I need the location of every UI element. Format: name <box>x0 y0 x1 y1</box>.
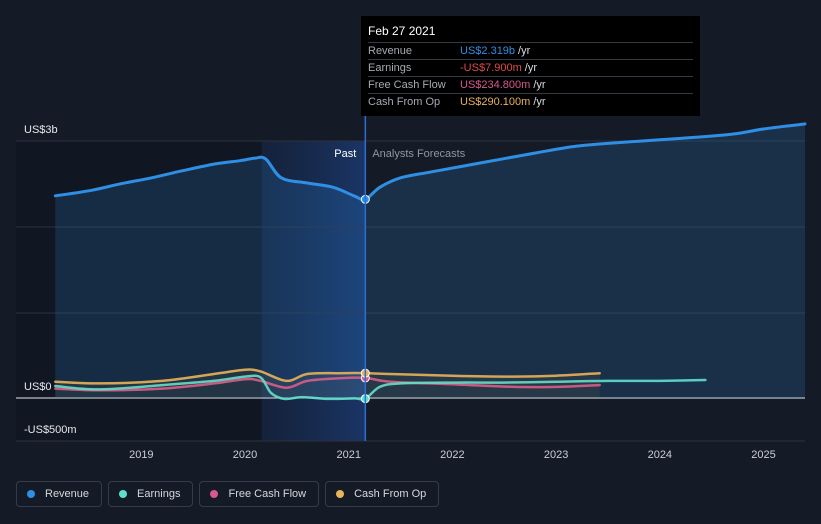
legend-dot-icon <box>336 490 345 498</box>
tooltip-row-revenue: Revenue US$2.319b /yr <box>368 43 693 60</box>
legend-label: Free Cash Flow <box>228 488 307 500</box>
axes: US$3b US$0 -US$500m 2019 2020 2021 2022 2023 202… <box>24 112 776 461</box>
legend: Revenue Earnings Free Cash Flow Cash Fro… <box>16 481 440 507</box>
x-tick-label: 2022 <box>440 449 464 461</box>
tooltip-unit: /yr <box>518 45 531 57</box>
x-tick-label: 2023 <box>544 449 568 461</box>
series-line-free-cash-flow <box>54 376 601 392</box>
x-tick-label: 2025 <box>751 449 775 461</box>
legend-label: Cash From Op <box>354 488 427 500</box>
tooltip-value: -US$7.900m <box>460 62 522 74</box>
tooltip-row-free-cash-flow: Free Cash Flow US$234.800m /yr <box>368 77 693 94</box>
tooltip-label: Free Cash Flow <box>368 79 446 91</box>
tooltip-date: Feb 27 2021 <box>368 24 693 43</box>
series-layer <box>53 122 807 401</box>
tooltip-row-earnings: Earnings -US$7.900m /yr <box>368 60 693 77</box>
legend-item-free-cash-flow[interactable]: Free Cash Flow <box>199 481 320 507</box>
tooltip-label: Cash From Op <box>368 96 441 108</box>
legend-dot-icon <box>210 490 219 498</box>
legend-item-earnings[interactable]: Earnings <box>108 481 194 507</box>
tooltip-value: US$290.100m <box>460 96 531 108</box>
tooltip: Feb 27 2021 Revenue US$2.319b /yr Earnin… <box>361 16 700 116</box>
legend-label: Revenue <box>45 488 90 500</box>
tooltip-label: Earnings <box>368 62 412 74</box>
tooltip-value: US$234.800m <box>460 79 531 91</box>
x-tick-label: 2019 <box>129 449 153 461</box>
x-tick-label: 2024 <box>648 449 672 461</box>
legend-item-revenue[interactable]: Revenue <box>16 481 103 507</box>
y-tick-label: -US$500m <box>24 424 77 436</box>
tooltip-value: US$2.319b <box>460 45 516 57</box>
past-highlight-band <box>261 141 366 441</box>
series-area-cash-from-op <box>55 369 600 398</box>
y-tick-label: US$3b <box>24 124 58 136</box>
series-line-earnings <box>54 374 707 401</box>
y-tick-label: US$0 <box>24 381 52 393</box>
legend-dot-icon <box>119 490 128 498</box>
legend-dot-icon <box>27 490 35 498</box>
tooltip-unit: /yr <box>533 96 546 108</box>
x-tick-label: 2020 <box>233 449 257 461</box>
chart-background <box>16 141 366 441</box>
tooltip-unit: /yr <box>524 62 537 74</box>
series-area-revenue <box>55 123 806 399</box>
tooltip-unit: /yr <box>533 79 546 91</box>
legend-item-cash-from-op[interactable]: Cash From Op <box>325 481 440 507</box>
series-line-revenue <box>53 122 807 202</box>
tooltip-row-cash-from-op: Cash From Op US$290.100m /yr <box>368 94 693 110</box>
legend-label: Earnings <box>137 488 181 500</box>
series-line-cash-from-op <box>54 368 601 385</box>
past-label: Past <box>334 148 356 160</box>
tooltip-label: Revenue <box>368 45 413 57</box>
forecast-label: Analysts Forecasts <box>372 148 465 160</box>
x-tick-label: 2021 <box>336 449 360 461</box>
gridlines <box>16 140 805 442</box>
